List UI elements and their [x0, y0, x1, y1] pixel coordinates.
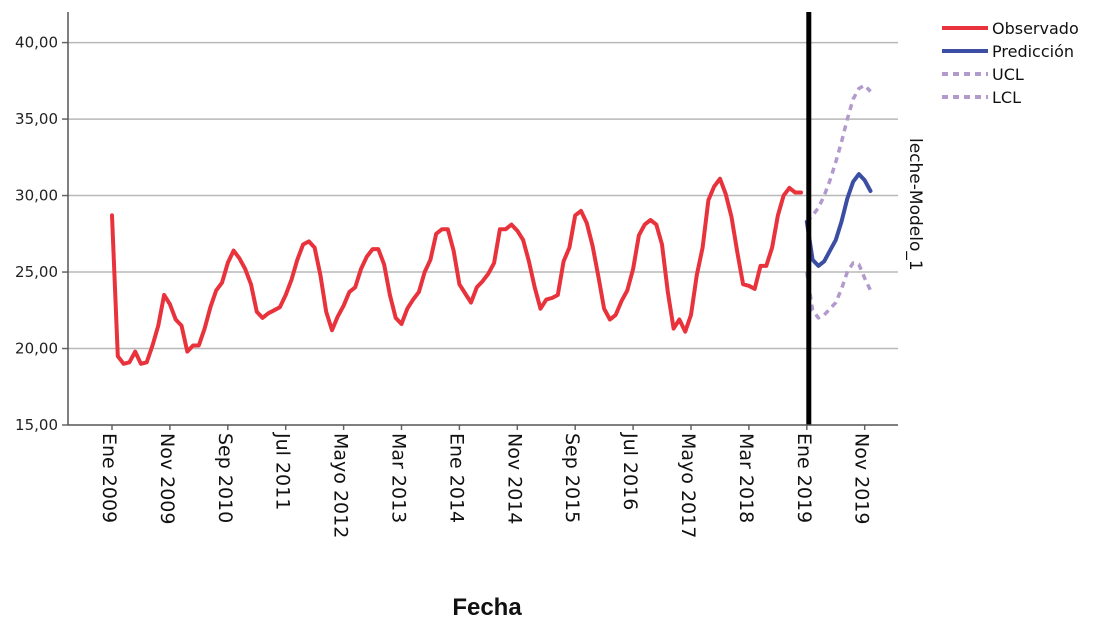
x-axis-title: Fecha [452, 594, 522, 621]
x-tick-label: Nov 2009 [156, 433, 178, 524]
x-axis-ticks: Ene 2009 Nov 2009 Sep 2010 Jul 2011 Mayo 201… [98, 425, 873, 538]
y-tick-label: 30,00 [15, 187, 58, 205]
y-tick-label: 15,00 [15, 416, 58, 434]
y-tick-label: 40,00 [15, 34, 58, 52]
model-label: leche-Modelo_1 [905, 138, 925, 271]
x-tick-label: Ene 2009 [98, 433, 120, 523]
x-tick-label: Ene 2019 [793, 433, 815, 523]
legend-label: Predicción [992, 42, 1074, 61]
series-line-ucl [805, 83, 872, 223]
x-tick-label: Jul 2016 [619, 432, 641, 510]
x-tick-label: Sep 2010 [214, 433, 236, 523]
plot-frame [67, 12, 898, 426]
series-line-lcl [805, 261, 873, 320]
x-tick-label: Mayo 2017 [677, 433, 699, 538]
x-tick-label: Mar 2013 [388, 433, 410, 523]
series-lines [110, 83, 873, 366]
legend-label: UCL [992, 65, 1024, 84]
x-tick-label: Jul 2011 [272, 432, 294, 510]
x-tick-label: Ene 2014 [445, 433, 467, 523]
series-line-predicción [804, 172, 873, 268]
y-tick-label: 20,00 [15, 340, 58, 358]
x-tick-label: Mayo 2012 [330, 433, 352, 538]
x-tick-label: Nov 2019 [851, 433, 873, 524]
y-tick-label: 25,00 [15, 263, 58, 281]
x-tick-label: Mar 2018 [735, 433, 757, 523]
x-tick-label: Nov 2014 [503, 433, 525, 524]
legend-label: LCL [992, 88, 1021, 107]
gridlines [68, 41, 898, 350]
series-line-observado [110, 176, 803, 366]
y-axis-ticks: 15,00 20,00 25,00 30,00 35,00 40,00 [15, 34, 68, 434]
legend: Observado Predicción UCL LCL [942, 19, 1079, 107]
y-tick-label: 35,00 [15, 110, 58, 128]
x-tick-label: Sep 2015 [561, 433, 583, 523]
legend-label: Observado [992, 19, 1079, 38]
